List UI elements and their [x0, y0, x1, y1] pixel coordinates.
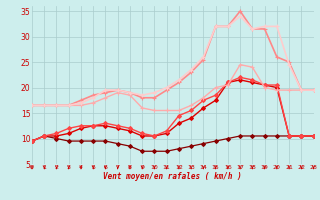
X-axis label: Vent moyen/en rafales ( km/h ): Vent moyen/en rafales ( km/h )	[103, 172, 242, 181]
